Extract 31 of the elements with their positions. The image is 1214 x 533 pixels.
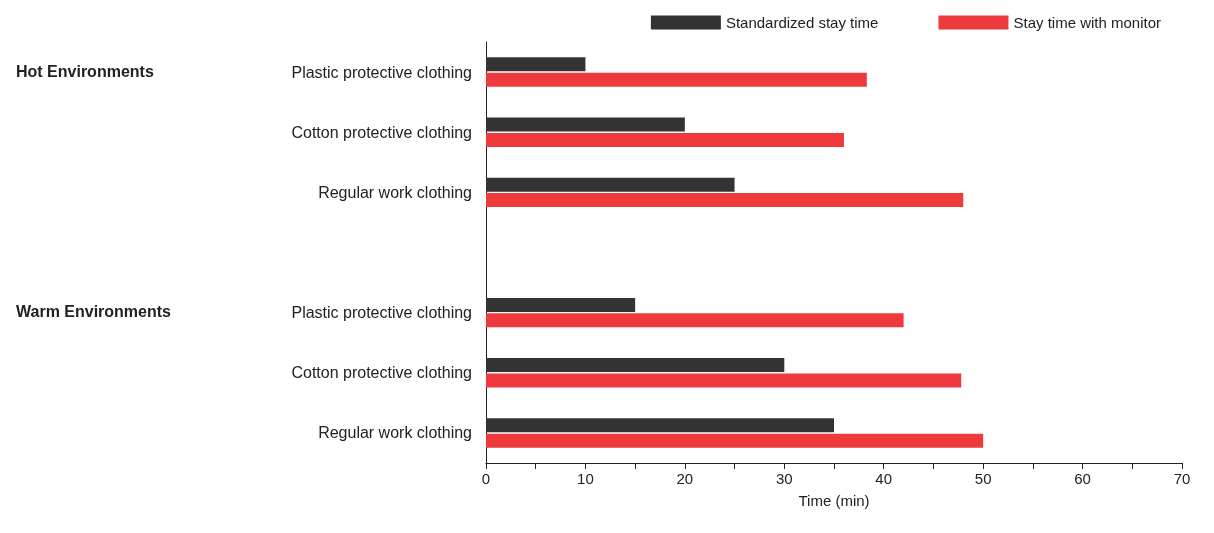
bar (486, 193, 964, 208)
y-tick-label: Cotton protective clothing (291, 123, 472, 141)
bar (486, 373, 962, 388)
bar (486, 177, 735, 192)
x-axis-title: Time (min) (798, 492, 870, 509)
text: Warm Environments (16, 303, 172, 321)
bar (486, 313, 904, 328)
y-tick-label: Cotton protective clothing (291, 364, 472, 382)
legend-label: Standardized stay time (725, 14, 879, 31)
x-tick-label: 50 (974, 470, 992, 487)
bar (486, 433, 984, 448)
bar (486, 358, 785, 373)
x-tick-label: 10 (577, 470, 594, 487)
y-tick-label: Plastic protective clothing (291, 63, 472, 81)
x-tick-label: 60 (1074, 470, 1091, 487)
bar (486, 72, 867, 87)
bar (486, 297, 636, 312)
bar (486, 117, 685, 132)
x-tick-label: 20 (676, 470, 694, 487)
x-tick-label: 30 (775, 470, 793, 487)
legend-label: Stay time with monitor (1013, 14, 1161, 31)
text: Hot Environments (16, 62, 154, 80)
y-tick-label: Regular work clothing (318, 424, 472, 442)
bar (486, 418, 834, 433)
x-tick-label: 70 (1173, 470, 1191, 487)
bar (486, 132, 844, 147)
y-tick-label: Plastic protective clothing (291, 304, 472, 322)
x-tick-label: 40 (875, 470, 893, 487)
x-tick-label: 0 (481, 470, 491, 487)
y-tick-label: Regular work clothing (318, 183, 472, 201)
bar (486, 57, 586, 72)
